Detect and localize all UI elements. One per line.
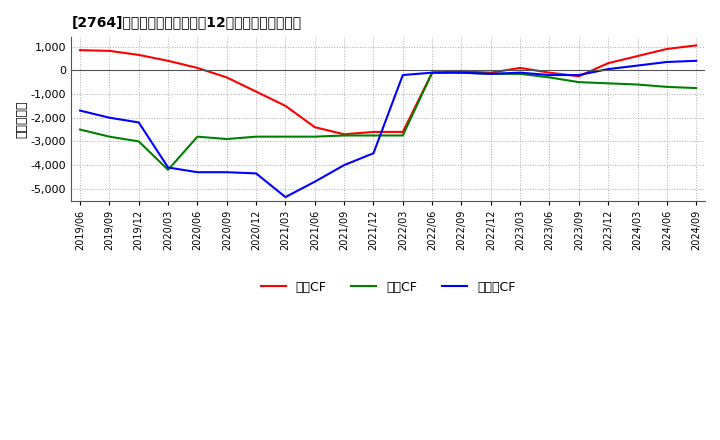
フリーCF [281, 194, 289, 200]
フリーCF [545, 73, 554, 78]
フリーCF [604, 66, 613, 72]
営業CF [193, 65, 202, 70]
営業CF [398, 129, 407, 135]
フリーCF [252, 171, 261, 176]
投資CF [281, 134, 289, 139]
投資CF [575, 80, 583, 85]
投資CF [428, 70, 436, 75]
フリーCF [633, 63, 642, 68]
フリーCF [662, 59, 671, 65]
投資CF [545, 75, 554, 80]
営業CF [252, 89, 261, 94]
Text: [2764]　キャッシュフローの12か月移動合計の推移: [2764] キャッシュフローの12か月移動合計の推移 [71, 15, 302, 29]
営業CF [135, 52, 143, 58]
営業CF [692, 43, 701, 48]
Line: 投資CF: 投資CF [80, 73, 696, 170]
営業CF [340, 132, 348, 137]
フリーCF [135, 120, 143, 125]
営業CF [369, 129, 378, 135]
投資CF [193, 134, 202, 139]
営業CF [457, 69, 466, 74]
投資CF [163, 167, 172, 172]
営業CF [222, 75, 231, 80]
投資CF [516, 71, 524, 77]
フリーCF [575, 73, 583, 78]
投資CF [633, 82, 642, 87]
営業CF [662, 46, 671, 51]
投資CF [487, 71, 495, 77]
Line: フリーCF: フリーCF [80, 61, 696, 197]
営業CF [76, 48, 84, 53]
フリーCF [487, 71, 495, 77]
営業CF [281, 103, 289, 109]
フリーCF [310, 179, 319, 184]
投資CF [105, 134, 114, 139]
Y-axis label: （百万円）: （百万円） [15, 100, 28, 138]
フリーCF [457, 70, 466, 75]
営業CF [428, 70, 436, 75]
営業CF [545, 70, 554, 75]
営業CF [163, 58, 172, 63]
投資CF [604, 81, 613, 86]
フリーCF [398, 73, 407, 78]
フリーCF [369, 150, 378, 156]
フリーCF [516, 70, 524, 75]
フリーCF [76, 108, 84, 113]
投資CF [457, 70, 466, 75]
フリーCF [692, 58, 701, 63]
投資CF [340, 133, 348, 138]
フリーCF [428, 70, 436, 75]
営業CF [633, 53, 642, 59]
Legend: 営業CF, 投資CF, フリーCF: 営業CF, 投資CF, フリーCF [256, 275, 521, 299]
投資CF [692, 85, 701, 91]
営業CF [575, 73, 583, 79]
フリーCF [193, 169, 202, 175]
投資CF [222, 136, 231, 142]
営業CF [604, 61, 613, 66]
投資CF [369, 133, 378, 138]
フリーCF [222, 169, 231, 175]
フリーCF [163, 165, 172, 170]
投資CF [662, 84, 671, 89]
営業CF [487, 70, 495, 75]
フリーCF [340, 162, 348, 168]
営業CF [105, 48, 114, 54]
営業CF [516, 65, 524, 70]
投資CF [252, 134, 261, 139]
投資CF [135, 139, 143, 144]
Line: 営業CF: 営業CF [80, 45, 696, 134]
投資CF [76, 127, 84, 132]
投資CF [398, 133, 407, 138]
フリーCF [105, 115, 114, 120]
投資CF [310, 134, 319, 139]
営業CF [310, 125, 319, 130]
